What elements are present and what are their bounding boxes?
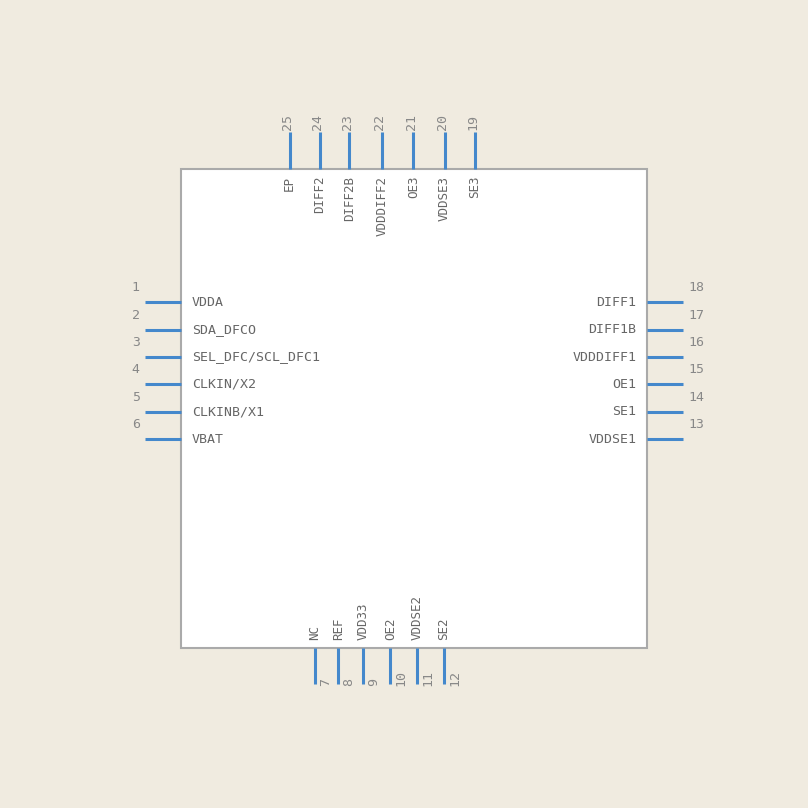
Text: DIFF2B: DIFF2B	[343, 176, 356, 221]
Text: 15: 15	[688, 364, 705, 377]
Text: 20: 20	[436, 114, 449, 130]
Text: VDDSE3: VDDSE3	[438, 176, 451, 221]
Text: 18: 18	[688, 281, 705, 294]
Text: 4: 4	[132, 364, 140, 377]
Text: SDA_DFCO: SDA_DFCO	[192, 323, 256, 336]
Text: 24: 24	[311, 114, 324, 130]
Text: 3: 3	[132, 336, 140, 349]
Text: VDDSE1: VDDSE1	[588, 432, 636, 446]
Text: VDDA: VDDA	[192, 296, 224, 309]
Text: 16: 16	[688, 336, 705, 349]
Text: 25: 25	[281, 114, 294, 130]
Text: 1: 1	[132, 281, 140, 294]
Text: VDDDIFF2: VDDDIFF2	[375, 176, 389, 236]
Text: 9: 9	[368, 678, 381, 686]
Text: VDD33: VDD33	[356, 603, 369, 640]
Text: DIFF2: DIFF2	[313, 176, 326, 213]
Text: VDDSE2: VDDSE2	[410, 595, 423, 640]
Text: 6: 6	[132, 418, 140, 431]
Text: EP: EP	[283, 176, 297, 191]
Text: 2: 2	[132, 309, 140, 322]
Text: DIFF1: DIFF1	[596, 296, 636, 309]
Text: CLKIN/X2: CLKIN/X2	[192, 378, 256, 391]
Text: VDDDIFF1: VDDDIFF1	[572, 351, 636, 364]
Text: VBAT: VBAT	[192, 432, 224, 446]
Text: SE3: SE3	[469, 176, 482, 199]
Text: 7: 7	[319, 678, 332, 686]
Text: 21: 21	[405, 114, 418, 130]
Text: SE1: SE1	[612, 406, 636, 419]
Text: 14: 14	[688, 391, 705, 404]
Text: DIFF1B: DIFF1B	[588, 323, 636, 336]
Text: OE2: OE2	[384, 617, 397, 640]
Text: 17: 17	[688, 309, 705, 322]
Text: 5: 5	[132, 391, 140, 404]
Text: REF: REF	[332, 617, 345, 640]
Text: NC: NC	[308, 625, 321, 640]
Bar	[181, 169, 647, 647]
Text: 23: 23	[341, 114, 354, 130]
Text: 13: 13	[688, 418, 705, 431]
Text: 19: 19	[466, 114, 479, 130]
Text: 22: 22	[373, 114, 386, 130]
Text: 12: 12	[448, 670, 461, 686]
Text: SE2: SE2	[437, 617, 451, 640]
Text: OE3: OE3	[407, 176, 420, 199]
Text: 11: 11	[422, 670, 435, 686]
Text: SEL_DFC/SCL_DFC1: SEL_DFC/SCL_DFC1	[192, 351, 320, 364]
Text: OE1: OE1	[612, 378, 636, 391]
Text: 10: 10	[395, 670, 408, 686]
Text: 8: 8	[343, 678, 356, 686]
Text: CLKINB/X1: CLKINB/X1	[192, 406, 264, 419]
